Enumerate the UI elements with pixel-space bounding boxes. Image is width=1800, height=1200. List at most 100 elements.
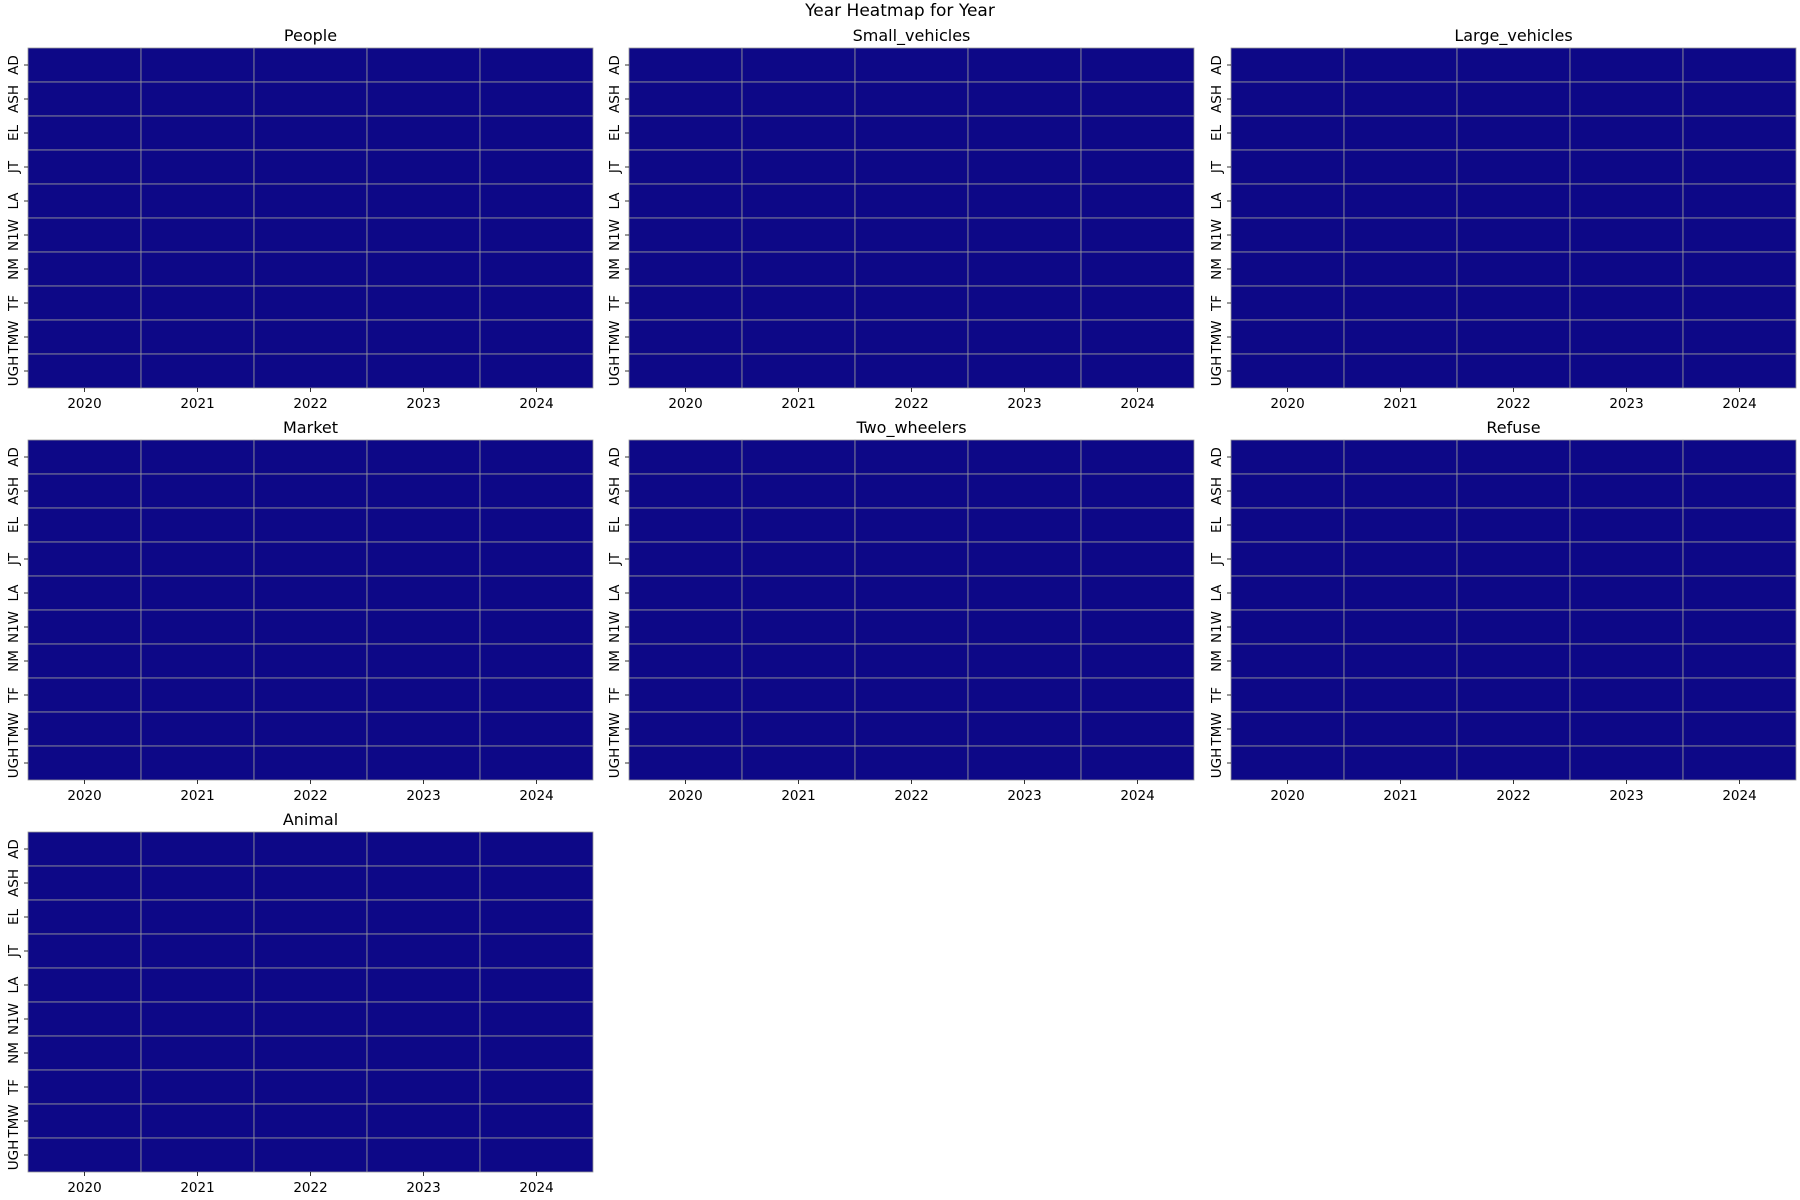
heatmap-cell	[140, 711, 255, 747]
heatmap-cell	[1456, 643, 1571, 679]
y-tick-label: UGH	[1209, 748, 1225, 779]
heatmap-panel-market: Market 2020 2021 2022 2023 2024 AD ASH EL JT LA N1W…	[6, 418, 594, 804]
x-tick-label: 2020	[67, 396, 101, 412]
heatmap-cell	[854, 745, 969, 781]
heatmap-cell	[140, 319, 255, 355]
heatmap-cell	[1682, 745, 1797, 781]
y-tick-label: UGH	[1209, 356, 1225, 387]
x-tick-label: 2020	[668, 396, 702, 412]
heatmap-cell	[366, 285, 481, 321]
heatmap-cell	[1569, 217, 1684, 253]
heatmap-cell	[967, 319, 1082, 355]
heatmap-cell	[27, 677, 142, 713]
heatmap-cell	[366, 507, 481, 543]
x-tick-label: 2024	[519, 788, 553, 804]
panel-title: Refuse	[1486, 418, 1540, 437]
heatmap-cell	[366, 831, 481, 867]
heatmap-cell	[741, 149, 856, 185]
heatmap-cell	[1456, 353, 1571, 389]
x-tick-label: 2021	[781, 396, 815, 412]
heatmap-cell	[1230, 115, 1345, 151]
heatmap-cell	[140, 1001, 255, 1037]
heatmap-cell	[366, 899, 481, 935]
x-tick-label: 2022	[293, 788, 327, 804]
heatmap-cell	[1080, 319, 1195, 355]
heatmap-cell	[366, 1001, 481, 1037]
heatmap-cell	[1569, 643, 1684, 679]
x-tick-label: 2021	[180, 396, 214, 412]
heatmap-cell	[27, 217, 142, 253]
heatmap-cell	[140, 149, 255, 185]
heatmap-cell	[27, 149, 142, 185]
heatmap-cell	[366, 183, 481, 219]
y-tick-label: LA	[607, 192, 623, 210]
heatmap-cell	[1080, 285, 1195, 321]
heatmap-cell	[967, 507, 1082, 543]
y-tick-label: AD	[607, 447, 623, 467]
heatmap-cell	[253, 319, 368, 355]
heatmap-cell	[1230, 575, 1345, 611]
y-tick-label: EL	[6, 517, 22, 534]
heatmap-cell	[1080, 353, 1195, 389]
x-tick-label: 2021	[1383, 788, 1417, 804]
heatmap-cell	[1343, 319, 1458, 355]
heatmap-cell	[854, 353, 969, 389]
heatmap-cell	[140, 353, 255, 389]
x-tick-label: 2024	[519, 1180, 553, 1196]
heatmap-cell	[1343, 745, 1458, 781]
heatmap-cell	[479, 865, 594, 901]
panel-title: Two_wheelers	[855, 418, 966, 438]
heatmap-cell	[253, 541, 368, 577]
heatmap-cell	[1682, 541, 1797, 577]
heatmap-cell	[27, 899, 142, 935]
heatmap-cell	[1343, 149, 1458, 185]
heatmap-cell	[1569, 47, 1684, 83]
heatmap-cell	[253, 865, 368, 901]
heatmap-cell	[741, 81, 856, 117]
heatmap-cell	[27, 439, 142, 475]
heatmap-cell	[27, 1137, 142, 1173]
heatmap-cell	[140, 1069, 255, 1105]
heatmap-cell	[1343, 711, 1458, 747]
heatmap-cell	[140, 1103, 255, 1139]
y-tick-label: N1W	[6, 1003, 22, 1035]
heatmap-cell	[1230, 609, 1345, 645]
heatmap-cell	[967, 47, 1082, 83]
heatmap-cell	[1682, 353, 1797, 389]
heatmap-cell	[741, 609, 856, 645]
y-tick-label: TF	[6, 687, 22, 704]
heatmap-cell	[1343, 677, 1458, 713]
heatmap-cell	[967, 353, 1082, 389]
heatmap-cell	[1343, 115, 1458, 151]
heatmap-cell	[479, 149, 594, 185]
heatmap-cell	[479, 1069, 594, 1105]
heatmap-cell	[1230, 711, 1345, 747]
y-tick-label: EL	[6, 909, 22, 926]
heatmap-cell	[479, 81, 594, 117]
heatmap-cell	[1230, 507, 1345, 543]
heatmap-cell	[1456, 575, 1571, 611]
heatmap-cell	[1682, 711, 1797, 747]
y-tick-label: JT	[6, 944, 22, 958]
heatmap-cell	[479, 47, 594, 83]
heatmap-panel-two-wheelers: Two_wheelers 2020 2021 2022 2023 2024 AD ASH EL J…	[607, 418, 1195, 804]
heatmap-cell	[628, 47, 743, 83]
heatmap-cell	[967, 609, 1082, 645]
heatmap-cell	[1343, 609, 1458, 645]
heatmap-cell	[479, 967, 594, 1003]
heatmap-cell	[253, 1103, 368, 1139]
heatmap-cell	[1682, 285, 1797, 321]
heatmap-cell	[1569, 183, 1684, 219]
y-tick-label: ASH	[1209, 477, 1225, 505]
heatmap-cell	[628, 251, 743, 287]
heatmap-cell	[1682, 47, 1797, 83]
heatmap-cell	[1230, 217, 1345, 253]
heatmap-cell	[628, 473, 743, 509]
panel-title: People	[284, 26, 337, 45]
x-tick-label: 2023	[1609, 396, 1643, 412]
x-tick-label: 2022	[1496, 396, 1530, 412]
heatmap-cell	[1569, 81, 1684, 117]
heatmap-cell	[1343, 575, 1458, 611]
y-tick-label: NM	[607, 258, 623, 280]
heatmap-cell	[366, 319, 481, 355]
